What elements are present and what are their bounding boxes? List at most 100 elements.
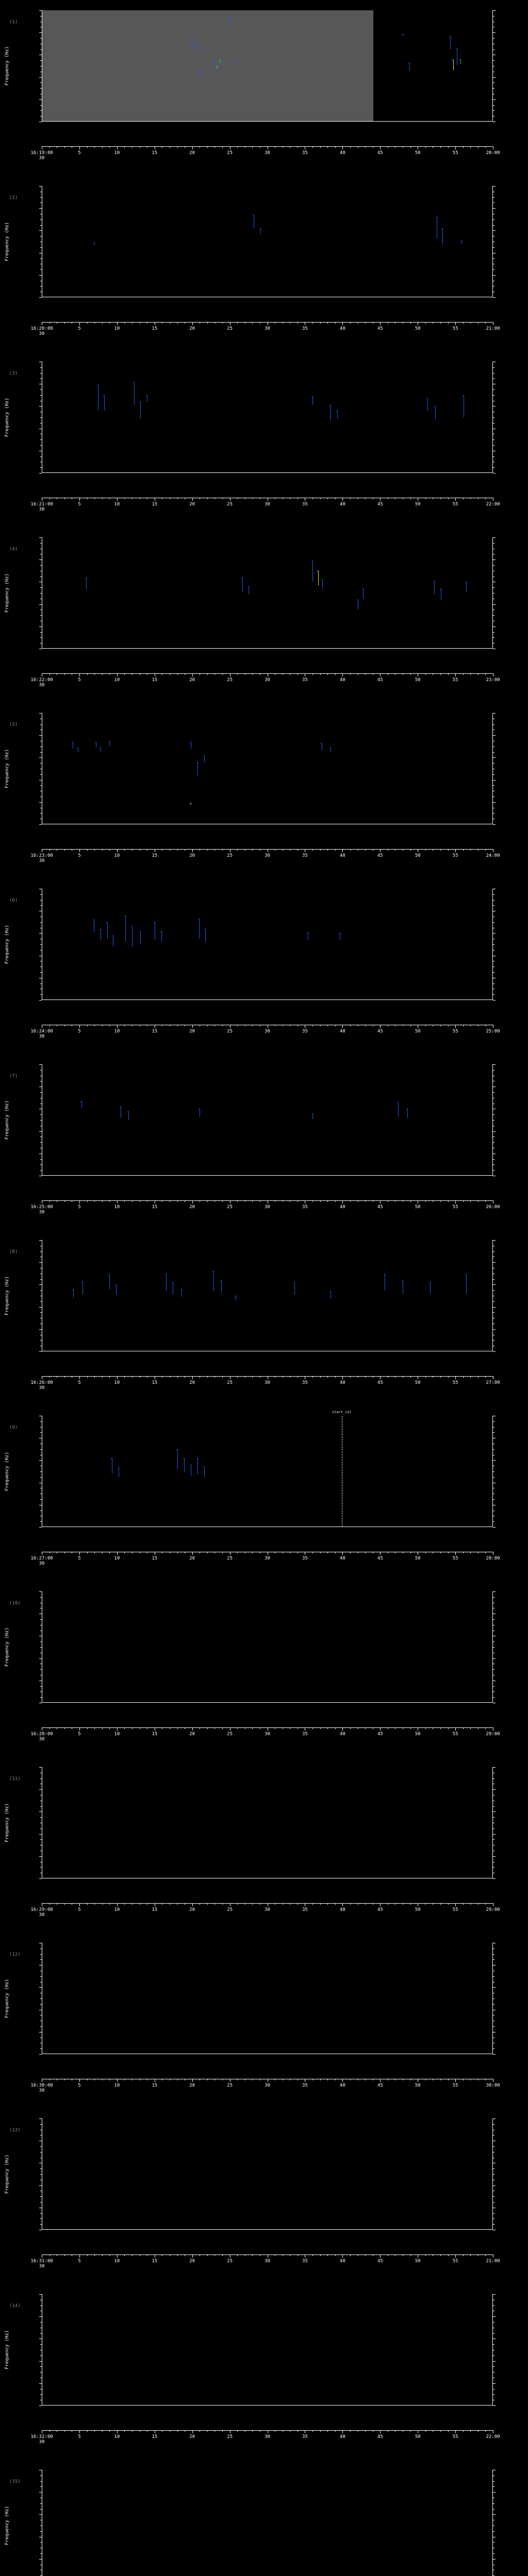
y-axis-label: Frequency (Hz) [5, 925, 10, 964]
detection-track [205, 928, 206, 942]
detection-marker [183, 1458, 185, 1459]
plot-area[interactable]: 020040060080010001000 [39, 2294, 496, 2406]
x-tick [463, 2430, 464, 2432]
x-tick [365, 1903, 366, 1905]
y-tick [39, 1789, 42, 1790]
x-tick [102, 1552, 103, 1553]
x-tick [335, 2430, 336, 2432]
panel-index-label: (10) [9, 1601, 21, 1606]
detection-marker [428, 1282, 431, 1283]
x-tick [485, 2430, 486, 2432]
x-tick-label: 30 [265, 150, 270, 156]
x-tick [222, 146, 223, 148]
y-tick [493, 1641, 494, 1642]
x-tick-label: 5 [78, 853, 81, 858]
y-tick [493, 1351, 496, 1352]
y-tick [40, 894, 42, 895]
y-tick [40, 367, 42, 368]
plot-area[interactable]: 020040060080010001000 [39, 537, 496, 649]
plot-area[interactable]: 020040060080010001000 [39, 889, 496, 1001]
y-tick [40, 1164, 42, 1165]
y-tick [40, 1669, 42, 1670]
y-tick [39, 2383, 42, 2384]
y-tick [40, 1597, 42, 1598]
plot-area[interactable]: 020040060080010001000 [39, 1240, 496, 1352]
x-tick [350, 1903, 351, 1905]
axis-line [42, 999, 493, 1000]
x-tick [327, 1200, 328, 1202]
x-tick [440, 2430, 441, 2432]
y-tick [493, 1164, 494, 1165]
x-tick-label: 40 [339, 1380, 345, 1385]
plot-area[interactable]: 020040060080010001000 [39, 10, 496, 122]
x-tick [102, 2255, 103, 2256]
detection-track [221, 1280, 222, 1293]
y-tick [493, 1460, 496, 1461]
axis-line [42, 472, 493, 473]
y-tick [39, 10, 42, 11]
y-tick [493, 950, 494, 951]
plot-area[interactable]: 020040060080010001000 [39, 2470, 496, 2576]
y-tick [493, 609, 494, 611]
x-tick [109, 498, 110, 499]
y-tick [493, 2333, 494, 2334]
y-tick [493, 1170, 494, 1171]
y-tick [493, 2048, 494, 2049]
y-tick [493, 1131, 496, 1132]
x-tick-label: 50 [415, 1205, 421, 1210]
x-tick [207, 2430, 208, 2432]
y-tick [40, 247, 42, 248]
x-tick [342, 2430, 343, 2433]
y-tick [493, 269, 494, 270]
x-tick [222, 1727, 223, 1729]
x-tick-label: 30:00 [486, 2083, 500, 2088]
plot-area[interactable]: 020040060080010001000 [39, 1943, 496, 2055]
detection-marker [171, 1282, 173, 1283]
detection-track [337, 411, 338, 419]
x-tick [222, 849, 223, 851]
x-tick [365, 1376, 366, 1378]
x-tick [485, 322, 486, 324]
y-tick [493, 1669, 494, 1670]
x-tick [335, 146, 336, 148]
y-tick [493, 763, 494, 764]
x-axis: 16:19:00 30 5 10 15 20 25 30 35 40 45 50 55 20:00 [30, 146, 500, 161]
x-tick [64, 1376, 65, 1378]
x-tick [94, 1552, 95, 1553]
y-tick [493, 1778, 494, 1779]
plot-area[interactable]: 020040060080010001000 [39, 713, 496, 825]
y-tick [493, 367, 494, 368]
plot-area[interactable]: 020040060080010001000 [39, 1064, 496, 1176]
plot-area[interactable]: 020040060080010001000start_cal [39, 1410, 496, 1528]
plot-area[interactable]: 020040060080010001000 [39, 186, 496, 298]
x-tick [410, 2079, 411, 2080]
y-tick [493, 813, 494, 814]
y-tick [493, 735, 496, 736]
y-tick [40, 2213, 42, 2214]
detection-marker [200, 69, 202, 70]
x-tick [177, 1903, 178, 1905]
y-tick [40, 543, 42, 544]
plot-area[interactable]: 020040060080010001000 [39, 2119, 496, 2230]
detection-track [197, 762, 198, 775]
x-tick [455, 1727, 456, 1731]
x-tick-label: 40 [339, 1205, 345, 1210]
plot-area[interactable]: 020040060080010001000 [39, 1767, 496, 1879]
x-tick-label: 28:00 [486, 1556, 500, 1561]
x-tick [463, 1903, 464, 1905]
x-tick-label: 23:00 [486, 677, 500, 683]
x-tick [425, 2255, 426, 2256]
x-tick [177, 849, 178, 851]
detection-track [453, 60, 454, 70]
detection-track [435, 406, 436, 420]
x-tick [440, 849, 441, 851]
x-tick [177, 1025, 178, 1026]
detection-track [242, 577, 243, 592]
y-tick [40, 2344, 42, 2345]
plot-area[interactable]: 020040060080010001000 [39, 362, 496, 473]
x-tick [380, 2079, 381, 2082]
x-tick [132, 1552, 133, 1553]
detection-track [409, 62, 410, 71]
y-tick [493, 1301, 494, 1302]
plot-area[interactable]: 020040060080010001000 [39, 1591, 496, 1703]
